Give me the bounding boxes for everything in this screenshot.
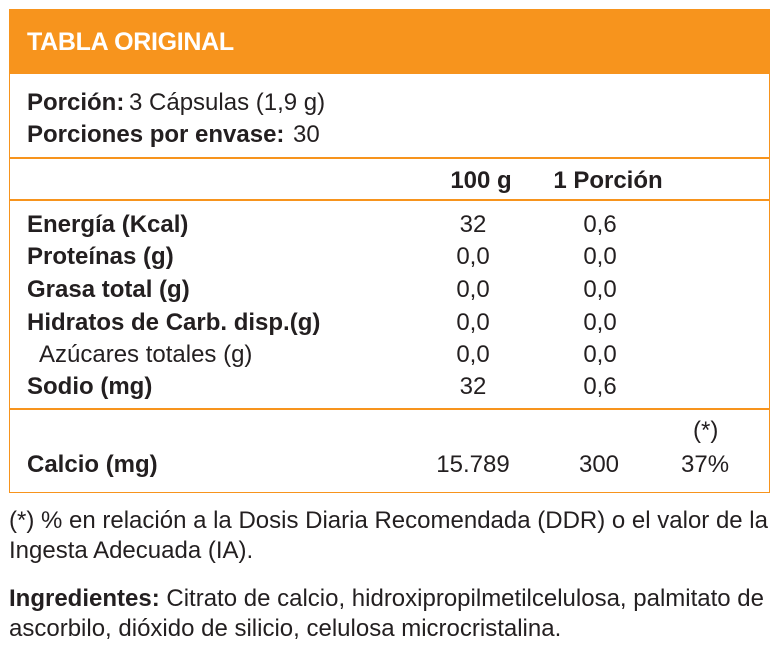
row-value-portion: 0,0	[583, 341, 617, 368]
row-value-portion: 0,0	[583, 276, 617, 303]
column-header-portion: 1 Porción	[553, 167, 663, 194]
row-value-portion: 0,0	[583, 309, 617, 336]
row-value-100g: 0,0	[456, 341, 490, 368]
nutrition-table: TABLA ORIGINAL Porción: 3 Cápsulas (1,9 …	[9, 9, 770, 493]
row-label-calcium: Calcio (mg)	[27, 451, 158, 478]
divider	[10, 199, 769, 201]
row-label-sodium: Sodio (mg)	[27, 373, 153, 400]
ingredients-label: Ingredientes:	[9, 585, 160, 612]
per-pack-label: Porciones por envase:	[27, 121, 285, 148]
calcium-ddr-percent: 37%	[681, 451, 730, 478]
calcium-value-portion: 300	[578, 451, 620, 478]
divider	[10, 157, 769, 159]
ddr-marker: (*)	[693, 417, 719, 444]
portion-label: Porción:	[27, 89, 125, 116]
row-label-protein: Proteínas (g)	[27, 243, 174, 270]
row-label-carbs: Hidratos de Carb. disp.(g)	[27, 309, 321, 336]
row-value-100g: 0,0	[456, 276, 490, 303]
row-value-100g: 0,0	[456, 309, 490, 336]
row-value-100g: 32	[459, 211, 487, 238]
row-value-portion: 0,0	[583, 243, 617, 270]
per-pack-value: 30	[293, 121, 320, 148]
row-value-portion: 0,6	[583, 211, 617, 238]
footnote: (*) % en relación a la Dosis Diaria Reco…	[9, 507, 768, 564]
ingredients-text: Citrato de calcio, hidroxipropilmetilcel…	[9, 585, 764, 642]
row-label-energy: Energía (Kcal)	[27, 211, 189, 238]
row-label-sugars: Azúcares totales (g)	[39, 341, 253, 368]
row-value-100g: 32	[459, 373, 487, 400]
row-value-portion: 0,6	[583, 373, 617, 400]
row-label-fat: Grasa total (g)	[27, 276, 190, 303]
row-value-100g: 0,0	[456, 243, 490, 270]
portion-value: 3 Cápsulas (1,9 g)	[129, 89, 326, 116]
column-header-100g: 100 g	[450, 167, 512, 194]
calcium-value-100g: 15.789	[436, 451, 510, 478]
divider	[10, 408, 769, 410]
table-title: TABLA ORIGINAL	[27, 28, 234, 56]
table-header: TABLA ORIGINAL	[10, 10, 769, 74]
ingredients: Ingredientes: Citrato de calcio, hidroxi…	[9, 584, 774, 644]
